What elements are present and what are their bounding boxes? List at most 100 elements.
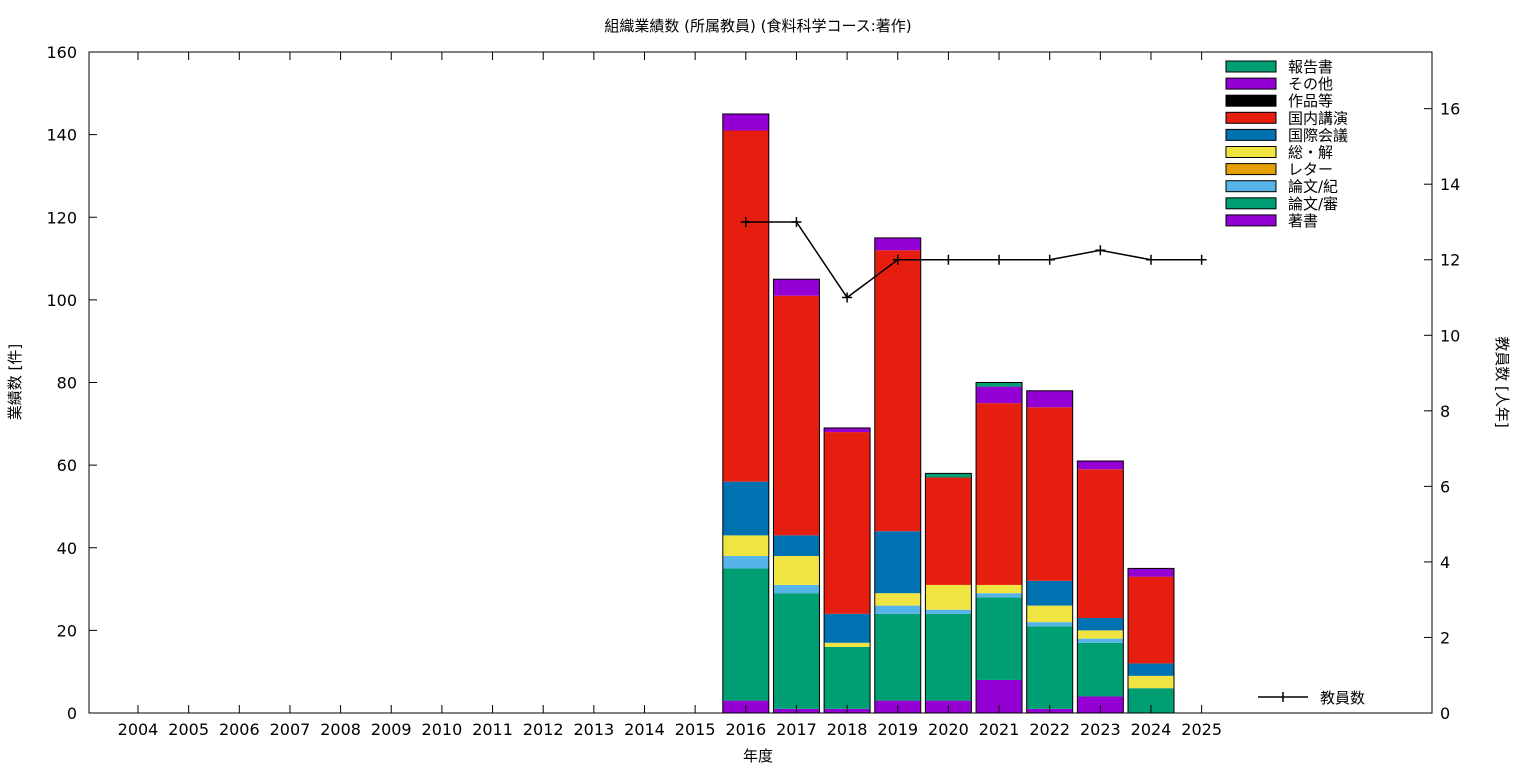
bar-segment-2016-series-8 — [722, 113, 769, 131]
x-tick-label-2023: 2023 — [1080, 720, 1121, 739]
bar-segment-2019-series-5 — [874, 531, 921, 594]
y2-tick-label-4: 4 — [1440, 553, 1450, 572]
legend-swatch-3 — [1225, 111, 1277, 124]
bar-segment-2017-series-6 — [773, 295, 820, 536]
x-tick-label-2019: 2019 — [877, 720, 918, 739]
axes-layer: 0 20 40 60 80 100 120 140 160 0 2 4 6 8 10 12 14 16 2004 20… — [46, 43, 1460, 739]
bar-segment-2017-series-4 — [773, 556, 820, 585]
y2-axis-title: 教員数 [人年] — [1493, 336, 1511, 427]
bar-segment-2022-series-5 — [1026, 580, 1073, 606]
legend-swatch-8 — [1225, 197, 1277, 210]
legend-label-7: 論文/紀 — [1288, 178, 1338, 196]
y2-tick-label-0: 0 — [1440, 704, 1450, 723]
bar-segment-2016-series-4 — [722, 535, 769, 557]
x-tick-label-2010: 2010 — [422, 720, 463, 739]
teacher-count-point-2024 — [1146, 254, 1156, 265]
legend-label-3: 国内講演 — [1288, 109, 1348, 127]
bar-segment-2018-series-5 — [824, 613, 871, 643]
y-tick-label-40: 40 — [57, 539, 77, 558]
bar-segment-2016-series-6 — [722, 130, 769, 482]
bar-segment-2023-series-0 — [1077, 696, 1124, 713]
bar-segment-2022-series-2 — [1026, 622, 1073, 627]
legend-swatch-6 — [1225, 163, 1277, 176]
bar-segment-2021-series-1 — [976, 597, 1023, 680]
bar-segment-2018-series-8 — [824, 427, 871, 433]
bar-segment-2019-series-4 — [874, 593, 921, 606]
x-tick-label-2018: 2018 — [827, 720, 868, 739]
y-tick-label-20: 20 — [57, 621, 77, 640]
teacher-count-point-2018 — [842, 292, 853, 303]
legend-label-5: 総・解 — [1288, 144, 1333, 162]
y-axis-title: 業績数 [件] — [6, 344, 24, 420]
bars-layer — [722, 113, 1175, 714]
legend-swatch-2 — [1225, 94, 1277, 107]
bar-segment-2020-series-9 — [925, 473, 972, 478]
x-tick-label-2012: 2012 — [523, 720, 564, 739]
legend-label-9: 著書 — [1288, 212, 1318, 230]
bar-segment-2021-series-2 — [976, 593, 1023, 598]
bar-segment-2022-series-8 — [1026, 390, 1073, 408]
teacher-count-point-2019 — [892, 254, 903, 265]
bar-segment-2017-series-5 — [773, 535, 820, 557]
bar-segment-2016-series-1 — [722, 568, 769, 701]
x-tick-label-2004: 2004 — [118, 720, 159, 739]
bar-segment-2018-series-1 — [824, 646, 871, 709]
x-tick-label-2008: 2008 — [320, 720, 361, 739]
bar-segment-2016-series-2 — [722, 556, 769, 569]
bar-segment-2021-series-4 — [976, 584, 1023, 594]
bar-segment-2024-series-5 — [1128, 663, 1174, 676]
y2-tick-label-12: 12 — [1440, 251, 1460, 270]
y-tick-label-140: 140 — [46, 126, 77, 145]
bar-segment-2021-series-9 — [976, 382, 1023, 387]
teacher-count-point-2025 — [1196, 254, 1207, 265]
bar-segment-2024-series-4 — [1128, 675, 1174, 689]
bar-segment-2023-series-1 — [1077, 642, 1124, 697]
teacher-count-point-2022 — [1044, 254, 1055, 265]
x-tick-label-2015: 2015 — [675, 720, 716, 739]
legend-label-4: 国際会議 — [1288, 126, 1348, 144]
bar-segment-2022-series-6 — [1026, 407, 1073, 581]
legend-label-8: 論文/審 — [1288, 195, 1338, 213]
x-axis-title: 年度 — [743, 747, 773, 765]
bar-segment-2019-series-8 — [874, 237, 921, 251]
x-tick-label-2007: 2007 — [270, 720, 311, 739]
bar-segment-2020-series-1 — [925, 613, 972, 701]
bar-segment-2024-series-6 — [1128, 576, 1174, 664]
line-layer — [740, 216, 1207, 303]
legend-swatch-5 — [1225, 146, 1277, 158]
legend-swatch-9 — [1225, 214, 1277, 227]
bar-segment-2018-series-4 — [824, 642, 871, 647]
y-tick-label-120: 120 — [46, 208, 77, 227]
bar-segment-2019-series-2 — [874, 605, 921, 614]
bar-segment-2018-series-6 — [824, 432, 871, 614]
teacher-count-point-2023 — [1095, 245, 1106, 256]
x-tick-label-2013: 2013 — [573, 720, 614, 739]
bar-segment-2017-series-1 — [773, 593, 820, 709]
bar-segment-2022-series-4 — [1026, 605, 1073, 623]
legend-swatch-4 — [1225, 128, 1277, 141]
legend-label-2: 作品等 — [1288, 92, 1333, 110]
x-tick-label-2022: 2022 — [1029, 720, 1070, 739]
bar-segment-2023-series-4 — [1077, 630, 1124, 639]
bar-segment-2021-series-8 — [976, 386, 1023, 404]
y2-tick-label-8: 8 — [1440, 402, 1450, 421]
teacher-count-line — [745, 221, 1202, 299]
bar-segment-2021-series-6 — [976, 403, 1023, 585]
x-tick-label-2025: 2025 — [1181, 720, 1222, 739]
bar-segment-2019-series-1 — [874, 613, 921, 701]
x-tick-label-2020: 2020 — [928, 720, 969, 739]
y-tick-label-100: 100 — [46, 291, 77, 310]
x-tick-label-2021: 2021 — [979, 720, 1020, 739]
y2-tick-label-10: 10 — [1440, 326, 1460, 345]
bar-segment-2017-series-8 — [773, 279, 820, 296]
x-tick-label-2014: 2014 — [624, 720, 665, 739]
y2-tick-label-6: 6 — [1440, 477, 1450, 496]
bar-segment-2022-series-1 — [1026, 626, 1073, 709]
teacher-count-point-2017 — [791, 216, 802, 227]
bar-segment-2019-series-6 — [874, 250, 921, 532]
bar-segment-2016-series-5 — [722, 481, 769, 536]
legend-swatch-7 — [1225, 180, 1277, 193]
bar-segment-2024-series-8 — [1128, 568, 1174, 577]
